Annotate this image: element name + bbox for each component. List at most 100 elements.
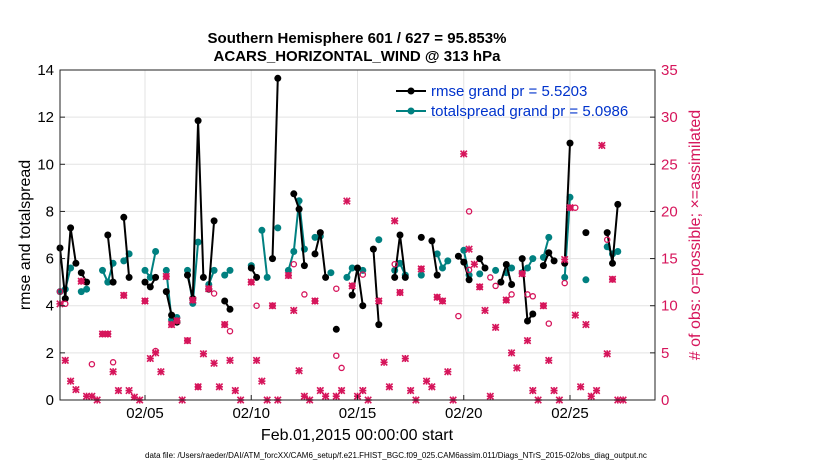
right-tick-label: 30 bbox=[661, 109, 678, 126]
possible-obs-marker bbox=[508, 291, 515, 298]
possible-obs-marker bbox=[290, 260, 298, 268]
spread-point bbox=[348, 264, 356, 272]
rmse-point bbox=[529, 310, 537, 318]
spread-point bbox=[141, 266, 149, 274]
assimilated-obs-marker bbox=[529, 386, 537, 395]
assimilated-obs-marker bbox=[204, 284, 213, 293]
x-tick-label: 02/10 bbox=[232, 405, 270, 422]
spread-line-segment bbox=[287, 199, 306, 271]
assimilated-obs-marker bbox=[289, 306, 298, 315]
rmse-point bbox=[391, 273, 399, 281]
rmse-point bbox=[311, 250, 319, 258]
rmse-point bbox=[109, 278, 117, 286]
rmse-line-segment bbox=[186, 119, 205, 300]
assimilated-obs-marker bbox=[523, 336, 532, 345]
assimilated-obs-marker bbox=[119, 291, 128, 300]
rmse-point bbox=[210, 217, 218, 225]
rmse-line-segment bbox=[430, 240, 439, 276]
right-tick-label: 10 bbox=[661, 298, 678, 315]
assimilated-obs-marker bbox=[374, 297, 383, 305]
possible-obs-marker bbox=[545, 320, 553, 327]
chart-subtitle: ACARS_HORIZONTAL_WIND @ 313 hPa bbox=[214, 48, 502, 65]
rmse-point bbox=[417, 233, 425, 241]
legend-rmse-marker bbox=[407, 87, 415, 95]
rmse-point bbox=[545, 249, 553, 257]
rmse-point bbox=[609, 259, 616, 267]
right-tick-label: 25 bbox=[661, 156, 678, 173]
legend-spread-marker bbox=[407, 107, 415, 115]
spread-point bbox=[396, 259, 404, 267]
spread-point bbox=[210, 266, 218, 274]
spread-point bbox=[327, 269, 335, 277]
assimilated-obs-marker bbox=[513, 364, 521, 372]
assimilated-obs-marker bbox=[189, 296, 197, 304]
assimilated-obs-marker bbox=[162, 272, 171, 281]
rmse-point bbox=[72, 259, 80, 267]
rmse-point bbox=[476, 255, 484, 263]
assimilated-obs-marker bbox=[88, 392, 96, 400]
spread-point bbox=[221, 271, 229, 279]
assimilated-obs-marker bbox=[582, 320, 590, 329]
assimilated-obs-marker bbox=[544, 356, 553, 365]
rmse-point bbox=[226, 305, 234, 313]
assimilated-obs-marker bbox=[560, 255, 569, 264]
assimilated-obs-marker bbox=[608, 275, 617, 284]
assimilated-obs-marker bbox=[417, 265, 426, 273]
assimilated-obs-marker bbox=[167, 320, 176, 329]
left-axis-label: rmse and totalspread bbox=[17, 160, 34, 310]
possible-obs-marker bbox=[492, 282, 499, 290]
left-tick-label: 8 bbox=[46, 203, 54, 220]
rmse-point bbox=[316, 229, 324, 237]
rmse-point bbox=[497, 278, 505, 286]
assimilated-obs-marker bbox=[406, 386, 415, 395]
assimilated-obs-marker bbox=[592, 386, 601, 395]
assimilated-obs-marker bbox=[300, 392, 309, 400]
spread-point bbox=[226, 266, 234, 274]
assimilated-obs-marker bbox=[459, 150, 468, 158]
rmse-point bbox=[274, 74, 282, 82]
left-tick-label: 2 bbox=[46, 345, 54, 362]
rmse-point bbox=[332, 325, 340, 333]
assimilated-obs-marker bbox=[486, 392, 495, 400]
assimilated-obs-marker bbox=[141, 297, 149, 305]
rmse-point bbox=[603, 229, 611, 237]
assimilated-obs-marker bbox=[444, 367, 452, 376]
assimilated-obs-marker bbox=[348, 282, 356, 290]
right-tick-label: 15 bbox=[661, 251, 678, 268]
x-axis-label: Feb.01,2015 00:00:00 start bbox=[261, 427, 454, 444]
left-tick-label: 0 bbox=[46, 392, 54, 409]
assimilated-obs-marker bbox=[146, 354, 155, 363]
assimilated-obs-marker bbox=[104, 330, 112, 338]
assimilated-obs-marker bbox=[491, 323, 500, 332]
rmse-line-segment bbox=[122, 217, 131, 278]
assimilated-obs-marker bbox=[183, 336, 192, 345]
assimilated-obs-marker bbox=[576, 383, 585, 391]
assimilated-obs-marker bbox=[114, 386, 123, 395]
assimilated-obs-marker bbox=[337, 386, 346, 395]
assimilated-obs-marker bbox=[316, 386, 325, 395]
possible-obs-marker bbox=[301, 291, 308, 298]
legend-rmse-label: rmse grand pr = 5.5203 bbox=[431, 83, 587, 100]
assimilated-obs-marker bbox=[587, 392, 596, 400]
x-tick-label: 02/05 bbox=[126, 405, 164, 422]
spread-point bbox=[476, 270, 484, 278]
assimilated-obs-marker bbox=[295, 367, 303, 375]
rmse-point bbox=[184, 271, 191, 279]
spread-point bbox=[311, 233, 319, 241]
rmse-point bbox=[481, 264, 489, 272]
possible-obs-marker bbox=[333, 352, 340, 359]
assimilated-obs-marker bbox=[343, 197, 351, 205]
spread-point bbox=[77, 288, 85, 296]
rmse-point bbox=[168, 311, 176, 319]
assimilated-obs-marker bbox=[359, 386, 367, 395]
spread-point bbox=[263, 273, 271, 281]
assimilated-obs-marker bbox=[77, 277, 86, 285]
assimilated-obs-marker bbox=[380, 358, 388, 367]
legend: rmse grand pr = 5.5203 totalspread grand… bbox=[396, 83, 628, 120]
footnote: data file: /Users/raeder/DAI/ATM_forcXX/… bbox=[145, 451, 647, 460]
x-tick-label: 02/20 bbox=[445, 405, 483, 422]
possible-obs-marker bbox=[226, 327, 234, 335]
assimilated-obs-marker bbox=[247, 278, 256, 286]
rmse-point bbox=[524, 317, 531, 325]
